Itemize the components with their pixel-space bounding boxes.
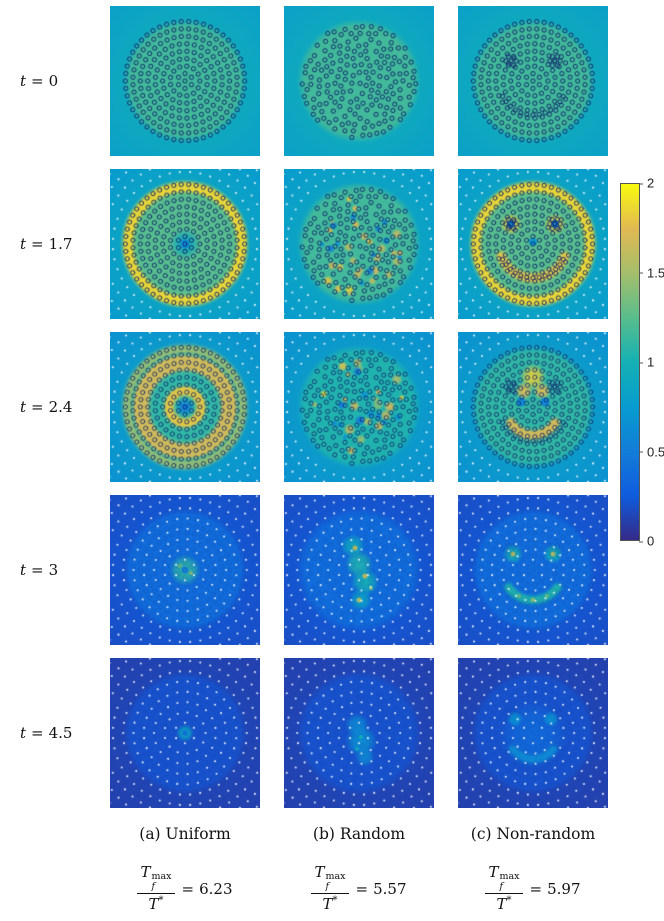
heatmap-panel-t2.4-nonrandom: [458, 332, 608, 482]
ratio-value-wrap: = 5.97: [530, 880, 581, 898]
numerator-scripts: max f: [326, 872, 346, 892]
numerator-subscript: f: [499, 880, 504, 892]
caption-uniform: (a) Uniform: [139, 825, 231, 843]
equals-sign: =: [355, 879, 369, 898]
heatmap-panel-t0-uniform: [110, 6, 260, 156]
colorbar-tick-label: 1: [638, 354, 655, 370]
equals-sign: =: [31, 72, 44, 90]
heatmap-panel-t4.5-nonrandom: [458, 658, 608, 808]
numerator-superscript: max: [499, 871, 520, 882]
time-value: 0: [48, 72, 59, 90]
heatmap-panel-t0-nonrandom: [458, 6, 608, 156]
denominator-superscript: *: [506, 894, 512, 906]
equals-sign: =: [31, 235, 44, 253]
fraction-denominator: T*: [149, 894, 164, 913]
denominator-base: T: [148, 894, 159, 913]
numerator-base: T: [314, 863, 325, 881]
time-value: 2.4: [48, 398, 73, 416]
heatmap-panel-t1.7-nonrandom: [458, 169, 608, 319]
equals-sign: =: [31, 398, 44, 416]
numerator-subscript: f: [325, 880, 330, 892]
ratio-value-wrap: = 5.57: [356, 880, 407, 898]
colorbar-tick-label: 1.5: [638, 265, 664, 280]
time-label-1: t = 1.7: [8, 169, 86, 319]
time-value: 1.7: [48, 235, 73, 253]
numerator-superscript: max: [325, 871, 346, 882]
fraction-denominator: T*: [323, 894, 338, 913]
spacer: [8, 821, 86, 847]
heatmap-panel-t2.4-uniform: [110, 332, 260, 482]
time-var: t: [20, 72, 27, 90]
ratio-value: 6.23: [199, 879, 233, 898]
colorbar-tick-label: 2: [638, 175, 655, 191]
denominator-base: T: [496, 894, 507, 913]
time-value: 4.5: [48, 724, 73, 742]
heatmap-panel-t0-random: [284, 6, 434, 156]
equals-sign: =: [31, 561, 44, 579]
numerator-subscript: f: [151, 880, 156, 892]
colorbar-gradient: [620, 183, 640, 541]
ratio-value-wrap: = 6.23: [182, 880, 233, 898]
numerator-scripts: max f: [152, 872, 172, 892]
heatmap-panel-t3-random: [284, 495, 434, 645]
equals-sign: =: [181, 879, 195, 898]
time-var: t: [20, 561, 27, 579]
time-var: t: [20, 235, 27, 253]
figure-grid: t = 0 t = 1.7 t = 2.4 t = 3 t = 4.5 (a) Uniform (b…: [8, 6, 608, 913]
ratio-value: 5.97: [547, 879, 581, 898]
fraction-denominator: T*: [497, 894, 512, 913]
numerator-superscript: max: [151, 871, 172, 882]
numerator-scripts: max f: [500, 872, 520, 892]
equals-sign: =: [529, 879, 543, 898]
denominator-superscript: *: [158, 894, 164, 906]
numerator-base: T: [488, 863, 499, 881]
ratio-value: 5.57: [373, 879, 407, 898]
colorbar-tick-label: 0.5: [638, 444, 664, 459]
heatmap-panel-t1.7-random: [284, 169, 434, 319]
numerator-base: T: [140, 863, 151, 881]
time-var: t: [20, 398, 27, 416]
colorbar: 2 1.5 1 0.5 0: [620, 176, 664, 549]
time-var: t: [20, 724, 27, 742]
time-label-4: t = 4.5: [8, 658, 86, 808]
heatmap-panel-t3-nonrandom: [458, 495, 608, 645]
colorbar-tick-label: 0: [638, 533, 655, 549]
heatmap-panel-t4.5-random: [284, 658, 434, 808]
caption-random: (b) Random: [312, 825, 406, 843]
equals-sign: =: [31, 724, 44, 742]
caption-nonrandom: (c) Non-random: [470, 825, 596, 843]
denominator-superscript: *: [332, 894, 338, 906]
time-label-2: t = 2.4: [8, 332, 86, 482]
spacer: [8, 860, 86, 913]
heatmap-panel-t3-uniform: [110, 495, 260, 645]
time-label-3: t = 3: [8, 495, 86, 645]
denominator-base: T: [322, 894, 333, 913]
time-label-0: t = 0: [8, 6, 86, 156]
heatmap-panel-t4.5-uniform: [110, 658, 260, 808]
heatmap-panel-t1.7-uniform: [110, 169, 260, 319]
time-value: 3: [48, 561, 59, 579]
heatmap-panel-t2.4-random: [284, 332, 434, 482]
